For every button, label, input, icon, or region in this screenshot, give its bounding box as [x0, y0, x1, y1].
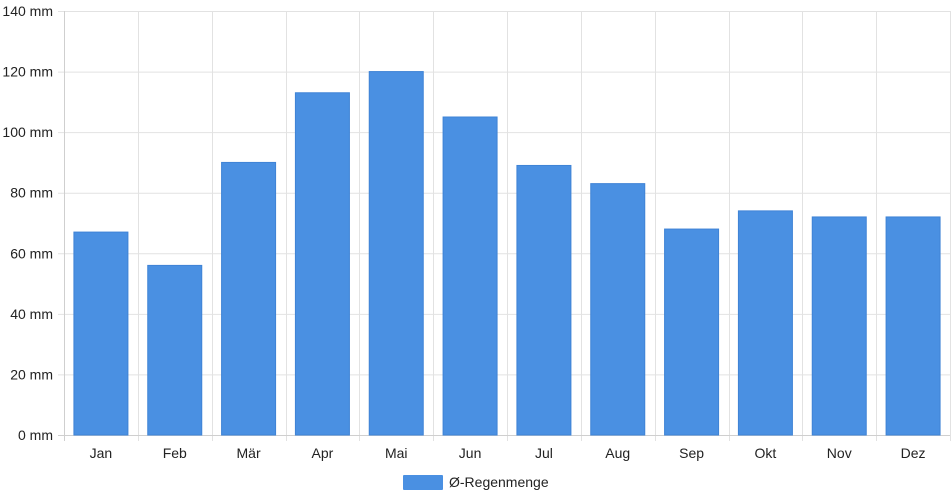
x-tick-label: Jan — [90, 445, 113, 461]
chart-grid — [58, 11, 951, 441]
x-tick-label: Sep — [679, 445, 704, 461]
y-tick-label: 120 mm — [2, 64, 53, 80]
y-tick-label: 20 mm — [10, 366, 53, 382]
bar-Jan[interactable] — [73, 231, 129, 436]
bar-series — [73, 71, 941, 436]
x-tick-label: Okt — [755, 445, 777, 461]
y-tick-label: 80 mm — [10, 185, 53, 201]
y-tick-label: 140 mm — [2, 3, 53, 19]
x-tick-label: Jul — [535, 445, 553, 461]
y-tick-label: 60 mm — [10, 245, 53, 261]
y-tick-label: 100 mm — [2, 124, 53, 140]
x-tick-label: Jun — [459, 445, 482, 461]
bar-Apr[interactable] — [294, 92, 350, 436]
x-tick-label: Feb — [163, 445, 187, 461]
y-tick-label: 0 mm — [18, 427, 53, 443]
x-tick-label: Mai — [385, 445, 408, 461]
x-tick-label: Apr — [312, 445, 334, 461]
bar-Jul[interactable] — [516, 164, 572, 436]
x-tick-label: Dez — [901, 445, 926, 461]
bar-Okt[interactable] — [737, 210, 793, 436]
x-tick-label: Nov — [827, 445, 852, 461]
bar-Feb[interactable] — [147, 264, 203, 436]
bar-Jun[interactable] — [442, 116, 498, 436]
legend-label[interactable]: Ø-Regenmenge — [449, 474, 549, 490]
legend-swatch[interactable] — [403, 475, 443, 490]
x-axis: Jan Feb Mär Apr Mai Jun Jul Aug Sep Okt Nov Dez — [58, 435, 950, 461]
x-tick-label: Mär — [237, 445, 261, 461]
bar-Nov[interactable] — [811, 216, 867, 436]
bar-Mär[interactable] — [221, 161, 277, 436]
bar-Aug[interactable] — [590, 183, 646, 436]
y-axis: 0 mm 20 mm 40 mm 60 mm 80 mm 100 mm 120 mm 140 … — [2, 3, 65, 443]
y-tick-label: 40 mm — [10, 306, 53, 322]
legend[interactable]: Ø-Regenmenge — [403, 474, 549, 490]
bar-Mai[interactable] — [368, 71, 424, 436]
bar-Sep[interactable] — [664, 228, 720, 436]
bar-Dez[interactable] — [885, 216, 941, 436]
x-tick-label: Aug — [605, 445, 630, 461]
